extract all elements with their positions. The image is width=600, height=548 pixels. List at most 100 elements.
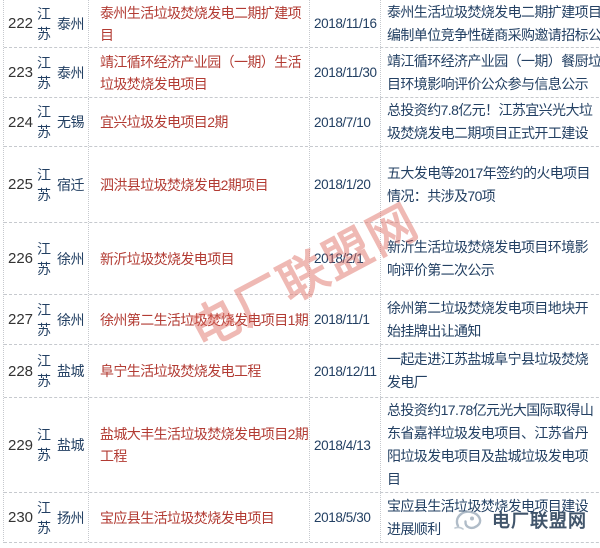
province-cell: 江苏	[37, 98, 57, 146]
project-name-text: 宜兴垃圾发电项目2期	[100, 114, 228, 130]
date-cell: 2018/11/16	[309, 0, 380, 47]
province-text: 江苏	[37, 5, 51, 42]
site-logo-text: 电厂联盟网	[492, 511, 587, 531]
project-name-cell: 泗洪县垃圾焚烧发电2期项目	[88, 147, 309, 222]
row-number-text: 223	[8, 64, 34, 81]
date-cell: 2018/7/10	[309, 98, 380, 146]
date-cell: 2018/11/1	[309, 295, 380, 344]
news-text: 总投资约17.78亿元光大国际取得山 东省嘉祥垃圾发电项目、江苏省丹 阳垃圾发电…	[387, 402, 594, 487]
city-text: 盐城	[57, 437, 85, 453]
province-cell: 江苏	[37, 0, 57, 47]
city-text: 宿迁	[57, 176, 85, 193]
province-cell: 江苏	[37, 345, 57, 397]
province-cell: 江苏	[37, 493, 57, 542]
province-cell: 江苏	[37, 295, 57, 344]
city-cell: 盐城	[57, 345, 88, 397]
row-number-text: 226	[8, 250, 34, 267]
row-number-text: 230	[8, 509, 34, 526]
project-name-text: 靖江循环经济产业园（一期）生活 垃圾焚烧发电项目	[100, 53, 302, 92]
date-text: 2018/11/16	[314, 16, 377, 31]
project-name-text: 徐州第二生活垃圾焚烧发电项目1期	[100, 311, 309, 328]
date-text: 2018/1/20	[314, 177, 371, 192]
date-text: 2018/12/11	[314, 363, 377, 379]
province-text: 江苏	[37, 54, 51, 91]
row-number: 223	[4, 48, 37, 97]
news-cell: 泰州生活垃圾焚烧发电二期扩建项目 编制单位竞争性磋商采购邀请招标公	[380, 0, 600, 47]
project-name-text: 泗洪县垃圾焚烧发电2期项目	[100, 176, 269, 193]
city-text: 泰州	[57, 64, 85, 81]
city-cell: 盐城	[57, 398, 88, 492]
project-name-cell: 靖江循环经济产业园（一期）生活 垃圾焚烧发电项目	[88, 48, 309, 97]
date-text: 2018/11/1	[314, 312, 370, 327]
project-name-text: 新沂垃圾焚烧发电项目	[100, 250, 235, 267]
project-name-cell: 新沂垃圾焚烧发电项目	[88, 223, 309, 294]
province-cell: 江苏	[37, 147, 57, 222]
province-text: 江苏	[37, 301, 51, 338]
project-name-cell: 宝应县生活垃圾焚烧发电项目	[88, 493, 309, 542]
table-row: 226 江苏 徐州 新沂垃圾焚烧发电项目 2018/2/1 新沂生活垃圾焚烧发电…	[4, 223, 600, 295]
news-cell: 靖江循环经济产业园（一期）餐厨垃 目环境影响评价公众参与信息公示	[380, 48, 600, 97]
project-name-cell: 泰州生活垃圾焚烧发电二期扩建项 目	[88, 0, 309, 47]
province-cell: 江苏	[37, 223, 57, 294]
news-cell: 总投资约17.78亿元光大国际取得山 东省嘉祥垃圾发电项目、江苏省丹 阳垃圾发电…	[380, 398, 600, 492]
table-row: 228 江苏 盐城 阜宁生活垃圾焚烧发电工程 2018/12/11 一起走进江苏…	[4, 345, 600, 398]
project-name-text: 阜宁生活垃圾焚烧发电工程	[100, 363, 261, 379]
row-number: 229	[4, 398, 37, 492]
table-row: 227 江苏 徐州 徐州第二生活垃圾焚烧发电项目1期 2018/11/1 徐州第…	[4, 295, 600, 345]
city-text: 无锡	[57, 114, 85, 130]
row-number-text: 229	[8, 436, 34, 454]
city-cell: 泰州	[57, 48, 88, 97]
city-text: 盐城	[57, 363, 85, 379]
row-number: 227	[4, 295, 37, 344]
date-cell: 2018/5/30	[309, 493, 380, 542]
table-row: 222 江苏 泰州 泰州生活垃圾焚烧发电二期扩建项 目 2018/11/16 泰…	[4, 0, 600, 48]
city-text: 扬州	[57, 509, 85, 526]
news-text: 五大发电等2017年签约的火电项目 情况：共涉及70项	[387, 164, 591, 204]
province-text: 江苏	[37, 427, 51, 463]
table-row: 229 江苏 盐城 盐城大丰生活垃圾焚烧发电项目2期 工程 2018/4/13 …	[4, 398, 600, 493]
news-cell: 五大发电等2017年签约的火电项目 情况：共涉及70项	[380, 147, 600, 222]
row-number-text: 227	[8, 311, 34, 328]
city-cell: 扬州	[57, 493, 88, 542]
date-cell: 2018/11/30	[309, 48, 380, 97]
date-text: 2018/4/13	[314, 437, 371, 453]
news-cell: 总投资约7.8亿元！江苏宜兴光大垃 圾焚烧发电二期项目正式开工建设	[380, 98, 600, 146]
date-text: 2018/5/30	[314, 510, 371, 525]
row-number: 228	[4, 345, 37, 397]
row-number: 230	[4, 493, 37, 542]
date-text: 2018/7/10	[314, 114, 371, 130]
row-number-text: 224	[8, 113, 34, 131]
news-text: 总投资约7.8亿元！江苏宜兴光大垃 圾焚烧发电二期项目正式开工建设	[387, 102, 593, 141]
row-number-text: 222	[8, 15, 34, 32]
table-row: 225 江苏 宿迁 泗洪县垃圾焚烧发电2期项目 2018/1/20 五大发电等2…	[4, 147, 600, 223]
date-text: 2018/2/1	[314, 251, 364, 266]
province-text: 江苏	[37, 166, 51, 203]
city-text: 徐州	[57, 311, 85, 328]
row-number-text: 228	[8, 362, 34, 380]
row-number: 224	[4, 98, 37, 146]
row-number-text: 225	[8, 176, 34, 193]
news-text: 徐州第二垃圾焚烧发电项目地块开 始挂牌出让通知	[387, 299, 589, 339]
date-cell: 2018/2/1	[309, 223, 380, 294]
table-row: 230 江苏 扬州 宝应县生活垃圾焚烧发电项目 2018/5/30 宝应县生活垃…	[4, 493, 600, 543]
project-name-cell: 徐州第二生活垃圾焚烧发电项目1期	[88, 295, 309, 344]
row-number: 222	[4, 0, 37, 47]
city-cell: 无锡	[57, 98, 88, 146]
project-name-cell: 宜兴垃圾发电项目2期	[88, 98, 309, 146]
project-name-text: 盐城大丰生活垃圾焚烧发电项目2期 工程	[100, 426, 309, 464]
news-cell: 宝应县生活垃圾焚烧发电项目建设 进展顺利	[380, 493, 600, 542]
news-text: 泰州生活垃圾焚烧发电二期扩建项目 编制单位竞争性磋商采购邀请招标公	[387, 3, 600, 43]
site-logo: 电厂联盟网	[452, 506, 587, 534]
table-row: 223 江苏 泰州 靖江循环经济产业园（一期）生活 垃圾焚烧发电项目 2018/…	[4, 48, 600, 98]
city-text: 泰州	[57, 15, 85, 32]
news-cell: 一起走进江苏盐城阜宁县垃圾焚烧 发电厂	[380, 345, 600, 397]
news-cell: 新沂生活垃圾焚烧发电项目环境影 响评价第二次公示	[380, 223, 600, 294]
swirl-logo-icon	[452, 506, 492, 534]
province-text: 江苏	[37, 240, 51, 277]
province-text: 江苏	[37, 353, 51, 389]
row-number: 226	[4, 223, 37, 294]
province-text: 江苏	[37, 104, 51, 140]
date-cell: 2018/12/11	[309, 345, 380, 397]
province-cell: 江苏	[37, 398, 57, 492]
project-name-text: 泰州生活垃圾焚烧发电二期扩建项 目	[100, 4, 302, 43]
